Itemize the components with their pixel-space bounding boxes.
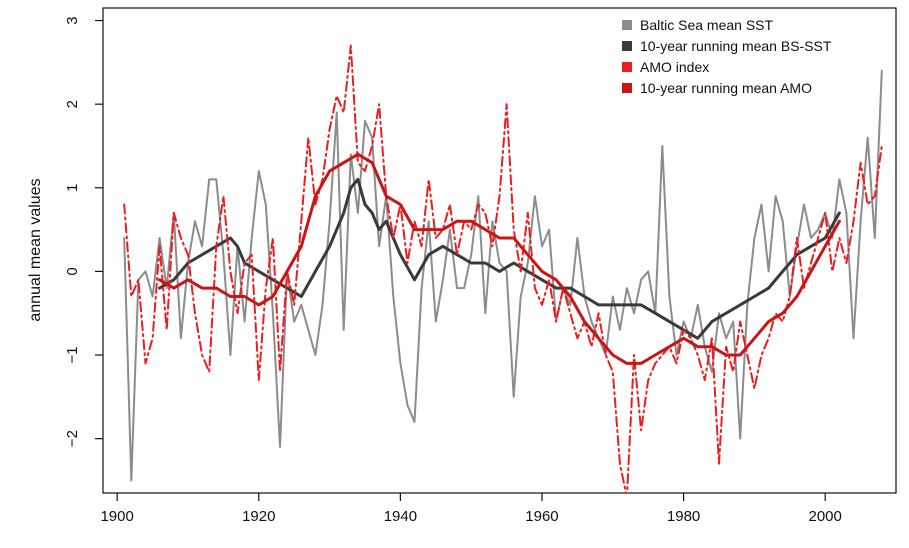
x-tick-label-1960: 1960 [525,508,558,525]
x-tick-label-1940: 1940 [384,508,417,525]
x-axis: 1900 1920 1940 1960 1980 2000 [100,493,842,525]
y-axis-title: annual mean values [27,178,44,321]
legend-swatch-2 [622,41,632,51]
y-tick-label-1: −1 [64,346,81,363]
y-tick-label-2: 0 [64,267,81,275]
series-line-4 [158,152,841,365]
legend-label-4: 10-year running mean AMO [640,80,812,96]
y-tick-label-5: 3 [64,16,81,24]
legend-swatch-1 [622,20,632,30]
legend-label-2: 10-year running mean BS-SST [640,38,832,54]
series-line-3 [123,44,883,493]
legend: Baltic Sea mean SST 10-year running mean … [622,17,832,96]
y-axis: −2 −1 0 1 2 3 [64,16,103,447]
y-tick-label-3: 1 [64,184,81,192]
x-tick-label-1900: 1900 [100,508,133,525]
x-tick-label-1980: 1980 [667,508,700,525]
legend-label-3: AMO index [640,59,709,75]
x-tick-label-2000: 2000 [809,508,842,525]
y-tick-label-0: −2 [64,430,81,447]
y-tick-label-4: 2 [64,100,81,108]
plot-area [102,7,897,494]
series-layer [123,44,883,493]
legend-label-1: Baltic Sea mean SST [640,17,774,33]
series-line-1 [123,69,883,482]
legend-swatch-3 [622,62,632,72]
x-tick-label-1920: 1920 [242,508,275,525]
legend-swatch-4 [622,83,632,93]
